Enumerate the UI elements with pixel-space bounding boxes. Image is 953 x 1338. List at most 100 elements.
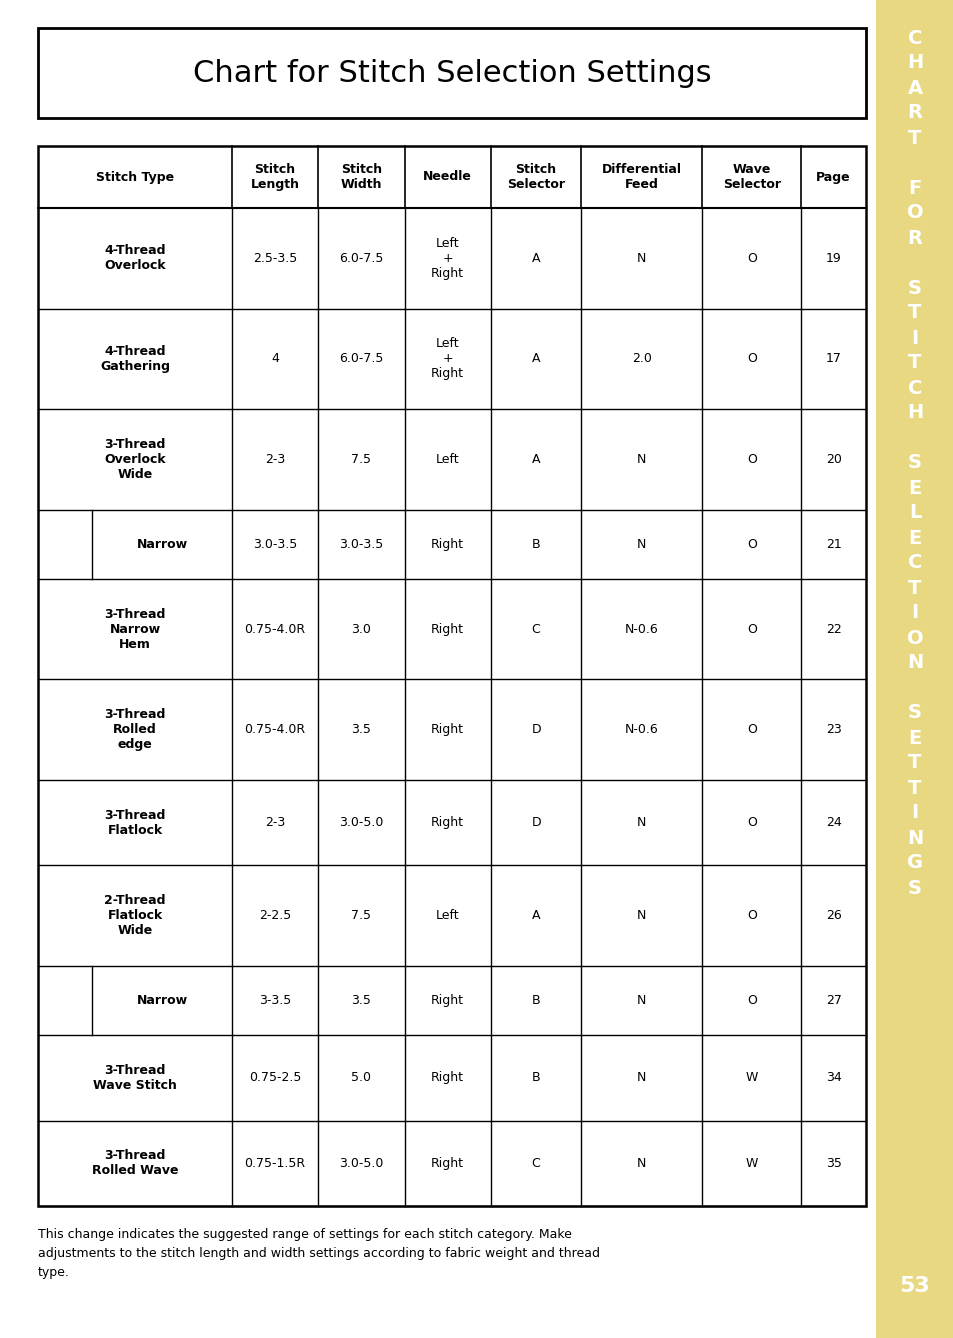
- Text: Right: Right: [431, 816, 464, 830]
- Text: Stitch
Width: Stitch Width: [340, 163, 382, 191]
- Text: 4-Thread
Gathering: 4-Thread Gathering: [100, 345, 170, 373]
- Text: T: T: [907, 128, 921, 147]
- Text: O: O: [746, 352, 756, 365]
- Text: 3.0-5.0: 3.0-5.0: [339, 816, 383, 830]
- Text: 3-Thread
Rolled Wave: 3-Thread Rolled Wave: [91, 1149, 178, 1177]
- Text: 26: 26: [825, 909, 841, 922]
- Text: 2-3: 2-3: [265, 452, 285, 466]
- Text: O: O: [905, 203, 923, 222]
- Text: 0.75-4.0R: 0.75-4.0R: [244, 622, 305, 636]
- Text: 3-Thread
Narrow
Hem: 3-Thread Narrow Hem: [104, 607, 166, 650]
- Text: Stitch
Length: Stitch Length: [251, 163, 299, 191]
- Text: 35: 35: [825, 1157, 841, 1169]
- Text: N: N: [637, 452, 646, 466]
- Text: O: O: [905, 629, 923, 648]
- Text: Stitch Type: Stitch Type: [96, 170, 173, 183]
- Text: S: S: [907, 278, 921, 297]
- Text: 4-Thread
Overlock: 4-Thread Overlock: [104, 245, 166, 272]
- Text: 3.0-3.5: 3.0-3.5: [339, 538, 383, 551]
- Text: N: N: [637, 816, 646, 830]
- Text: 3.5: 3.5: [351, 994, 371, 1008]
- Text: B: B: [531, 994, 539, 1008]
- Text: O: O: [746, 452, 756, 466]
- Text: 24: 24: [825, 816, 841, 830]
- Text: Right: Right: [431, 723, 464, 736]
- Text: Left: Left: [436, 909, 459, 922]
- Text: H: H: [906, 54, 923, 72]
- Text: Narrow: Narrow: [136, 538, 188, 551]
- Text: 5.0: 5.0: [351, 1072, 371, 1084]
- Text: N: N: [637, 538, 646, 551]
- Text: 3-3.5: 3-3.5: [259, 994, 291, 1008]
- Text: Right: Right: [431, 994, 464, 1008]
- Text: 3.0-5.0: 3.0-5.0: [339, 1157, 383, 1169]
- Text: C: C: [907, 379, 922, 397]
- Text: R: R: [906, 103, 922, 123]
- Text: 0.75-2.5: 0.75-2.5: [249, 1072, 301, 1084]
- Text: S: S: [907, 879, 921, 898]
- Text: S: S: [907, 454, 921, 472]
- Text: W: W: [744, 1157, 757, 1169]
- Text: W: W: [744, 1072, 757, 1084]
- Text: 4: 4: [271, 352, 279, 365]
- Text: G: G: [906, 854, 923, 872]
- Text: 53: 53: [899, 1276, 929, 1297]
- Text: 3.0-3.5: 3.0-3.5: [253, 538, 297, 551]
- Text: Narrow: Narrow: [136, 994, 188, 1008]
- Text: H: H: [906, 404, 923, 423]
- Text: Left: Left: [436, 452, 459, 466]
- Text: 2-Thread
Flatlock
Wide: 2-Thread Flatlock Wide: [104, 894, 166, 937]
- Text: 2.5-3.5: 2.5-3.5: [253, 252, 297, 265]
- Text: 2-2.5: 2-2.5: [259, 909, 291, 922]
- Text: 3-Thread
Wave Stitch: 3-Thread Wave Stitch: [93, 1064, 177, 1092]
- Text: C: C: [531, 1157, 540, 1169]
- Text: T: T: [907, 353, 921, 372]
- Bar: [38, 146, 865, 1206]
- Text: O: O: [746, 538, 756, 551]
- Text: O: O: [746, 723, 756, 736]
- Text: Stitch
Selector: Stitch Selector: [507, 163, 564, 191]
- Bar: [875, 0, 953, 1338]
- Text: 3-Thread
Overlock
Wide: 3-Thread Overlock Wide: [104, 438, 166, 480]
- Text: 0.75-1.5R: 0.75-1.5R: [244, 1157, 305, 1169]
- Text: T: T: [907, 779, 921, 797]
- Text: C: C: [531, 622, 540, 636]
- Text: A: A: [906, 79, 922, 98]
- Text: Needle: Needle: [423, 170, 472, 183]
- Text: Left
+
Right: Left + Right: [431, 237, 464, 280]
- Text: S: S: [907, 704, 921, 723]
- Text: 21: 21: [825, 538, 841, 551]
- Text: 22: 22: [825, 622, 841, 636]
- Text: 2.0: 2.0: [631, 352, 651, 365]
- Text: I: I: [910, 603, 918, 622]
- Text: Right: Right: [431, 1157, 464, 1169]
- Text: N: N: [637, 994, 646, 1008]
- Text: A: A: [531, 452, 539, 466]
- Text: N-0.6: N-0.6: [624, 723, 658, 736]
- Text: O: O: [746, 252, 756, 265]
- Text: A: A: [531, 352, 539, 365]
- Text: 34: 34: [825, 1072, 841, 1084]
- Text: O: O: [746, 622, 756, 636]
- Text: 6.0-7.5: 6.0-7.5: [339, 252, 383, 265]
- Text: Chart for Stitch Selection Settings: Chart for Stitch Selection Settings: [193, 59, 711, 87]
- Text: 0.75-4.0R: 0.75-4.0R: [244, 723, 305, 736]
- Text: 3.0: 3.0: [351, 622, 371, 636]
- Text: 20: 20: [825, 452, 841, 466]
- Text: I: I: [910, 804, 918, 823]
- Text: B: B: [531, 538, 539, 551]
- Text: L: L: [908, 503, 921, 523]
- Text: 3-Thread
Flatlock: 3-Thread Flatlock: [104, 808, 166, 836]
- Text: D: D: [531, 723, 540, 736]
- Text: A: A: [531, 909, 539, 922]
- Text: 7.5: 7.5: [351, 452, 371, 466]
- Text: O: O: [746, 909, 756, 922]
- Text: O: O: [746, 816, 756, 830]
- Text: N: N: [906, 653, 923, 673]
- Text: C: C: [907, 28, 922, 48]
- Text: N: N: [637, 252, 646, 265]
- Text: E: E: [907, 529, 921, 547]
- Text: N: N: [637, 1072, 646, 1084]
- Text: Wave
Selector: Wave Selector: [722, 163, 780, 191]
- Text: 2-3: 2-3: [265, 816, 285, 830]
